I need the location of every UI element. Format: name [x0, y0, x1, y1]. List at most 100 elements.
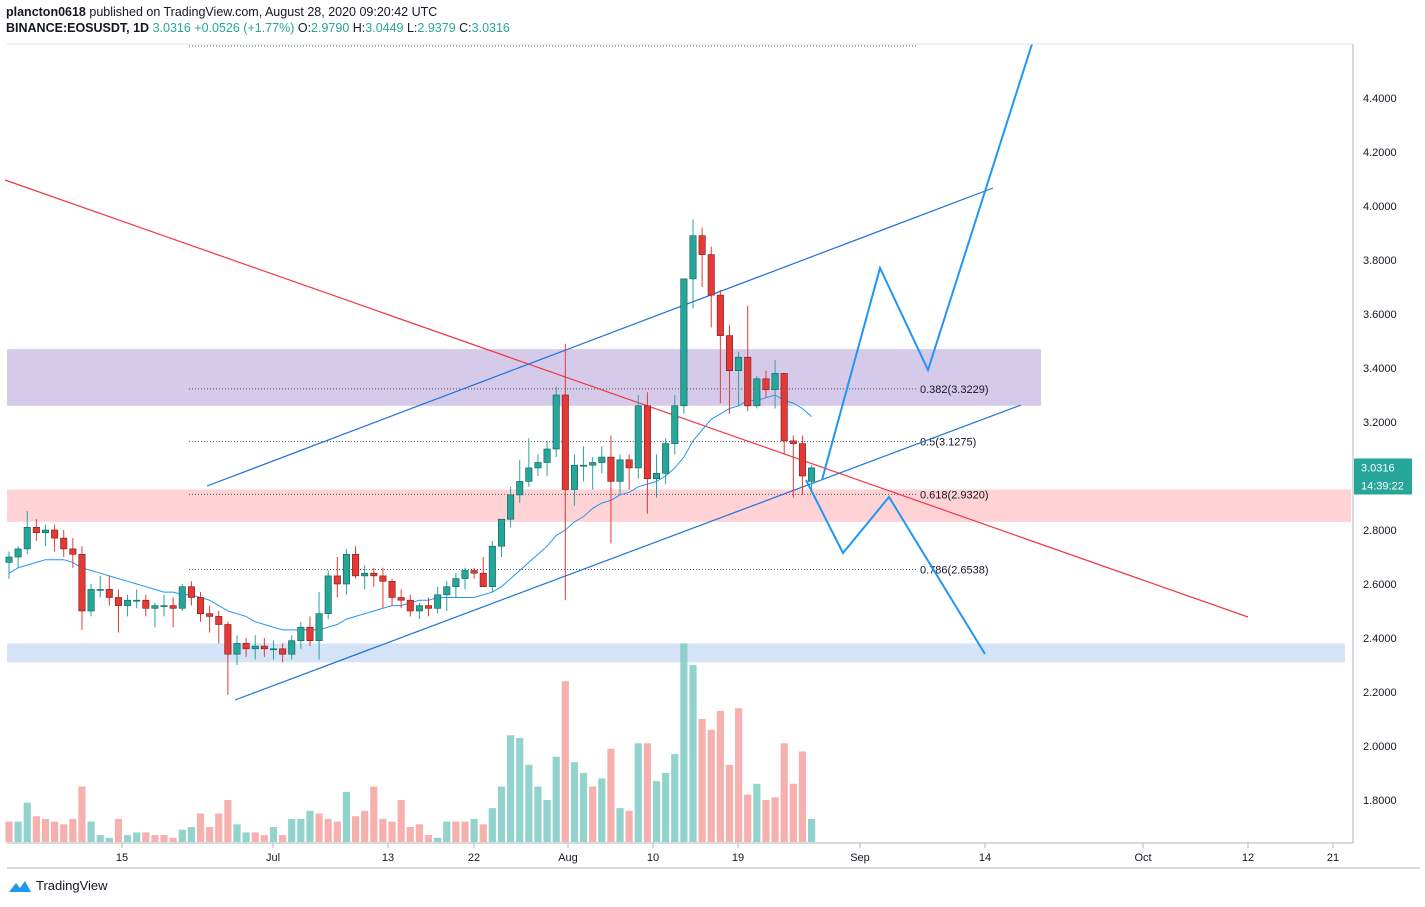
volume-bar [753, 783, 761, 842]
volume-bar [579, 773, 588, 842]
candle-body [443, 586, 451, 596]
candle-body [133, 599, 141, 602]
volume-bar [780, 743, 788, 842]
volume-bar [260, 835, 268, 842]
candle-body [762, 378, 770, 390]
candle-body [662, 443, 670, 474]
candle-body [534, 462, 542, 469]
candle-body [415, 605, 423, 612]
candle-body [215, 616, 223, 625]
volume-bar [798, 751, 807, 842]
volume-bar [552, 756, 560, 842]
candle-body [32, 526, 40, 533]
publish-line: plancton0618 published on TradingView.co… [6, 4, 510, 20]
x-tick-label: Oct [1134, 852, 1151, 864]
candle-body [671, 405, 679, 444]
brand-label[interactable]: TradingView [36, 878, 108, 893]
candle-body [698, 235, 706, 255]
volume-bar [215, 813, 223, 842]
volume-bar [589, 786, 597, 842]
price-tag [1354, 458, 1412, 477]
volume-bar [388, 821, 396, 842]
volume-bar [60, 824, 68, 842]
candle-body [297, 626, 305, 642]
bullish-projection-path [821, 43, 1033, 481]
volume-bar [23, 802, 31, 842]
candle-body [589, 462, 597, 466]
volume-bar [507, 735, 515, 842]
candle-body [96, 589, 104, 591]
volume-bar [598, 778, 606, 842]
channel-lower-line [234, 404, 1022, 701]
volume-bar [643, 743, 651, 842]
candle-body [771, 373, 779, 390]
volume-bar [607, 748, 615, 842]
candle-body [169, 605, 177, 609]
volume-bar [434, 837, 442, 842]
volume-bar [269, 827, 278, 842]
volume-bar [725, 764, 734, 842]
candle-body [324, 575, 332, 615]
volume-bar [14, 821, 22, 842]
volume-bar [735, 708, 743, 842]
tradingview-logo-icon [9, 880, 31, 892]
volume-bar [789, 783, 797, 842]
volume-bar [497, 786, 506, 842]
volume-bar [488, 808, 496, 842]
support-zone [7, 489, 1351, 522]
volume-bar [680, 643, 688, 842]
volume-bar [625, 810, 633, 842]
volume-bar [570, 762, 579, 842]
candle-body [616, 459, 624, 482]
publisher-name[interactable]: plancton0618 [6, 5, 86, 19]
volume-bar [351, 816, 360, 842]
y-tick-label: 3.4000 [1363, 363, 1397, 375]
y-tick-label: 3.2000 [1363, 417, 1397, 429]
candle-body [780, 373, 788, 442]
volume-bar [279, 835, 287, 842]
candle-body [735, 356, 743, 372]
high-label: H: [352, 21, 366, 35]
candle-body [69, 548, 77, 555]
volume-bar [233, 824, 241, 842]
volume-bar [96, 835, 104, 842]
volume-bar [525, 764, 533, 842]
volume-bar [543, 800, 551, 842]
volume-bar [762, 800, 770, 842]
channel-upper-line [206, 187, 994, 487]
x-tick-label: 19 [732, 852, 744, 864]
candle-body [744, 356, 752, 407]
chart-header: plancton0618 published on TradingView.co… [6, 4, 510, 36]
volume-bar [87, 821, 95, 842]
price-change: +0.0526 (+1.77%) [194, 21, 295, 35]
candle-body [224, 624, 232, 655]
volume-bar [652, 781, 661, 842]
candle-body [352, 553, 360, 577]
candle-body [14, 548, 22, 558]
candle-body [260, 645, 268, 650]
candle-body [561, 394, 569, 490]
candle-body [470, 570, 478, 574]
low-label: L: [406, 21, 418, 35]
y-tick-label: 2.8000 [1363, 525, 1397, 537]
candle-body [552, 394, 560, 450]
countdown-tag [1354, 476, 1412, 495]
x-tick-label: 15 [116, 852, 128, 864]
close-label: C: [459, 21, 472, 35]
candle-body [808, 467, 816, 482]
x-tick-label: Aug [558, 852, 578, 864]
volume-bar [32, 816, 40, 842]
fib-label-1: 0.5(3.1275) [920, 437, 976, 449]
volume-bar [206, 827, 214, 842]
fib-label-0: 0.382(3.3229) [920, 384, 989, 396]
candle-body [269, 648, 277, 651]
volume-bar [342, 791, 351, 842]
volume-bar [689, 665, 697, 842]
candle-body [279, 648, 287, 655]
candle-body [288, 640, 296, 655]
candle-body [78, 553, 86, 612]
candle-body [643, 405, 651, 479]
volume-bar [707, 729, 715, 842]
candle-body [789, 440, 797, 444]
